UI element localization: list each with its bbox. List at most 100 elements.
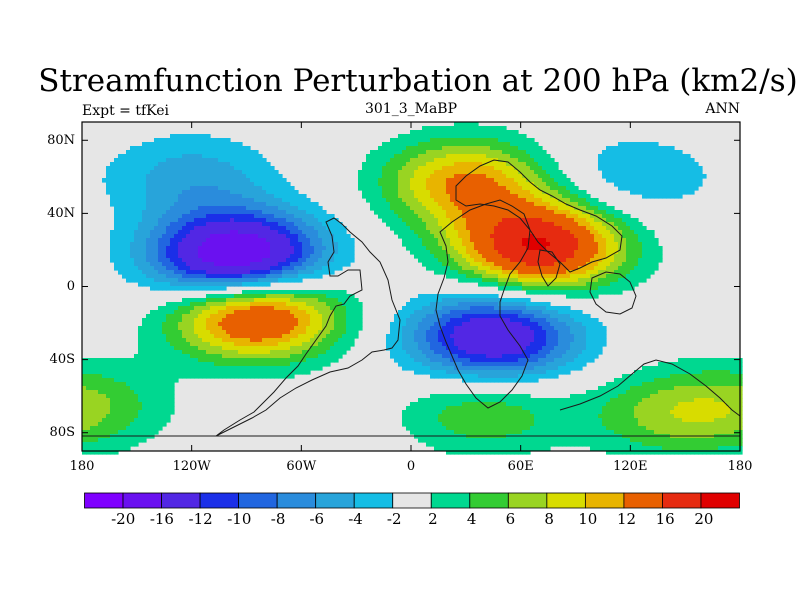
contour-cell (506, 178, 511, 183)
contour-cell (518, 218, 523, 223)
contour-cell (426, 194, 431, 199)
contour-cell (614, 150, 619, 155)
contour-cell (562, 226, 567, 231)
contour-cell (246, 250, 251, 255)
contour-cell (562, 186, 567, 191)
contour-cell (494, 318, 499, 323)
contour-cell (130, 154, 135, 159)
contour-cell (134, 194, 139, 199)
contour-cell (250, 266, 255, 271)
contour-cell (178, 178, 183, 183)
contour-cell (218, 166, 223, 171)
contour-cell (518, 298, 523, 303)
contour-cell (410, 146, 415, 151)
contour-cell (118, 242, 123, 247)
contour-cell (470, 214, 475, 219)
contour-cell (538, 178, 543, 183)
contour-cell (614, 146, 619, 151)
contour-cell (322, 294, 327, 299)
contour-cell (550, 182, 555, 187)
contour-cell (158, 166, 163, 171)
contour-cell (414, 186, 419, 191)
contour-cell (690, 166, 695, 171)
contour-cell (138, 198, 143, 203)
contour-cell (514, 154, 519, 159)
contour-cell (186, 182, 191, 187)
contour-cell (350, 298, 355, 303)
contour-cell (230, 306, 235, 311)
contour-cell (194, 266, 199, 271)
contour-cell (174, 302, 179, 307)
contour-cell (230, 146, 235, 151)
contour-cell (234, 250, 239, 255)
contour-cell (362, 182, 367, 187)
contour-cell (470, 266, 475, 271)
contour-cell (142, 254, 147, 259)
contour-cell (290, 306, 295, 311)
contour-cell (250, 170, 255, 175)
contour-cell (290, 262, 295, 267)
contour-cell (154, 222, 159, 227)
contour-cell (254, 318, 259, 323)
contour-cell (430, 202, 435, 207)
contour-cell (246, 278, 251, 283)
contour-cell (258, 222, 263, 227)
contour-cell (162, 310, 167, 315)
contour-cell (518, 274, 523, 279)
contour-cell (318, 318, 323, 323)
contour-cell (542, 202, 547, 207)
contour-cell (250, 250, 255, 255)
contour-cell (142, 210, 147, 215)
contour-cell (134, 206, 139, 211)
contour-cell (274, 306, 279, 311)
contour-cell (418, 250, 423, 255)
contour-cell (110, 170, 115, 175)
contour-cell (318, 206, 323, 211)
contour-cell (606, 242, 611, 247)
contour-cell (198, 134, 203, 139)
contour-cell (610, 174, 615, 179)
contour-cell (418, 206, 423, 211)
contour-cell (530, 278, 535, 283)
contour-cell (182, 298, 187, 303)
contour-cell (474, 170, 479, 175)
contour-cell (514, 194, 519, 199)
contour-cell (510, 266, 515, 271)
contour-cell (282, 234, 287, 239)
contour-cell (278, 214, 283, 219)
contour-cell (246, 282, 251, 287)
contour-cell (350, 242, 355, 247)
contour-cell (434, 202, 439, 207)
contour-cell (486, 250, 491, 255)
contour-cell (114, 174, 119, 179)
contour-cell (318, 262, 323, 267)
contour-cell (498, 214, 503, 219)
contour-cell (170, 314, 175, 319)
contour-cell (402, 202, 407, 207)
contour-cell (482, 246, 487, 251)
contour-cell (218, 226, 223, 231)
contour-cell (226, 226, 231, 231)
contour-cell (430, 138, 435, 143)
contour-cell (178, 314, 183, 319)
contour-cell (638, 146, 643, 151)
contour-cell (434, 194, 439, 199)
contour-cell (490, 210, 495, 215)
contour-cell (198, 222, 203, 227)
contour-cell (602, 202, 607, 207)
contour-cell (206, 218, 211, 223)
contour-cell (518, 210, 523, 215)
contour-cell (366, 166, 371, 171)
contour-cell (454, 250, 459, 255)
contour-cell (130, 222, 135, 227)
contour-cell (330, 226, 335, 231)
contour-cell (302, 318, 307, 323)
contour-cell (178, 270, 183, 275)
contour-cell (642, 190, 647, 195)
contour-cell (446, 222, 451, 227)
contour-cell (282, 314, 287, 319)
contour-cell (546, 210, 551, 215)
contour-cell (426, 318, 431, 323)
contour-cell (430, 134, 435, 139)
contour-cell (126, 162, 131, 167)
